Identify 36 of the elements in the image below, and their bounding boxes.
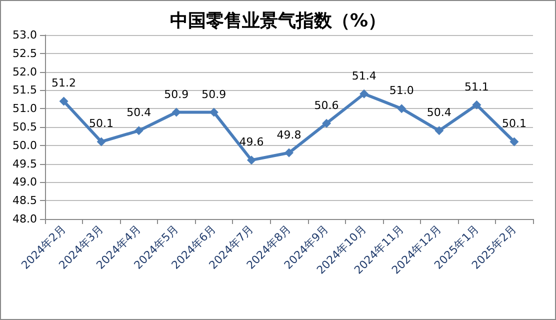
point [472, 100, 482, 110]
data-label: 50.1 [502, 117, 526, 130]
data-label: 50.9 [202, 88, 226, 101]
point [246, 156, 256, 165]
data-label: 50.4 [126, 106, 152, 120]
y-tick-label: 51.0 [12, 102, 37, 116]
point [360, 89, 369, 98]
point [434, 126, 444, 136]
y-tick-label: 52.0 [12, 65, 37, 78]
y-tick-label: 51.5 [12, 84, 37, 97]
data-label: 51.1 [464, 80, 489, 94]
data-label: 51.0 [389, 84, 414, 98]
data-label: 50.1 [89, 117, 114, 130]
y-tick-label: 52.5 [12, 46, 37, 60]
point [59, 96, 68, 106]
data-label: 49.8 [276, 128, 302, 142]
point [510, 137, 519, 146]
point [322, 118, 332, 128]
chart-title: 中国零售业景气指数（%） [170, 10, 386, 32]
point [397, 104, 406, 114]
y-tick-label: 48.0 [12, 212, 37, 226]
y-tick-label: 53.0 [12, 28, 37, 42]
y-tick-label: 49.0 [12, 176, 37, 189]
data-label: 50.4 [426, 106, 452, 120]
point [284, 148, 294, 158]
data-label: 51.4 [352, 69, 376, 82]
y-tick-label: 50.5 [12, 120, 37, 134]
point [134, 126, 144, 136]
y-tick-label: 49.5 [12, 157, 37, 170]
y-tick-label: 50.0 [12, 138, 37, 152]
data-label: 51.2 [52, 76, 76, 90]
point [96, 137, 106, 146]
data-label: 50.6 [314, 98, 339, 112]
y-tick-label: 48.5 [12, 194, 37, 208]
data-label: 50.9 [164, 88, 189, 101]
data-label: 49.6 [239, 136, 264, 149]
